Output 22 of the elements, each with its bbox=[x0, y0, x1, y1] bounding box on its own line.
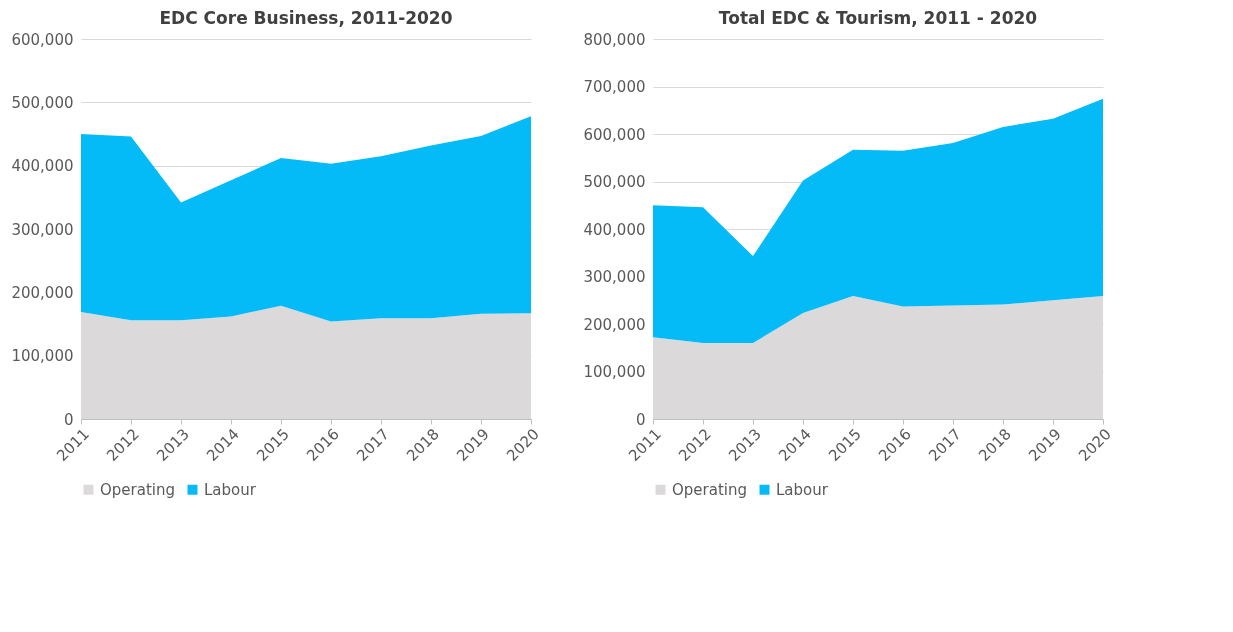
y-tick-label: 600,000 bbox=[11, 30, 74, 49]
y-tick-label: 500,000 bbox=[11, 93, 74, 112]
y-tick-label: 600,000 bbox=[583, 125, 646, 144]
legend-label: Operating bbox=[672, 480, 747, 499]
legend-label: Labour bbox=[776, 480, 829, 499]
y-tick-label: 0 bbox=[63, 410, 74, 429]
y-tick-label: 400,000 bbox=[583, 220, 646, 239]
y-tick-label: 400,000 bbox=[11, 157, 74, 176]
y-tick-label: 100,000 bbox=[11, 347, 74, 366]
y-tick-label: 700,000 bbox=[583, 78, 646, 96]
chart-title: EDC Core Business, 2011-2020 bbox=[159, 8, 453, 28]
y-tick-label: 300,000 bbox=[583, 268, 646, 286]
legend-label: Labour bbox=[204, 480, 257, 499]
y-tick-label: 200,000 bbox=[583, 315, 646, 334]
y-tick-label: 500,000 bbox=[583, 173, 646, 191]
y-tick-label: 200,000 bbox=[11, 283, 74, 302]
y-tick-label: 0 bbox=[635, 410, 646, 429]
chart-title: Total EDC & Tourism, 2011 - 2020 bbox=[718, 8, 1038, 28]
legend-label: Operating bbox=[100, 480, 175, 499]
y-tick-label: 800,000 bbox=[583, 30, 646, 49]
y-tick-label: 100,000 bbox=[583, 363, 646, 381]
y-tick-label: 300,000 bbox=[11, 220, 74, 239]
